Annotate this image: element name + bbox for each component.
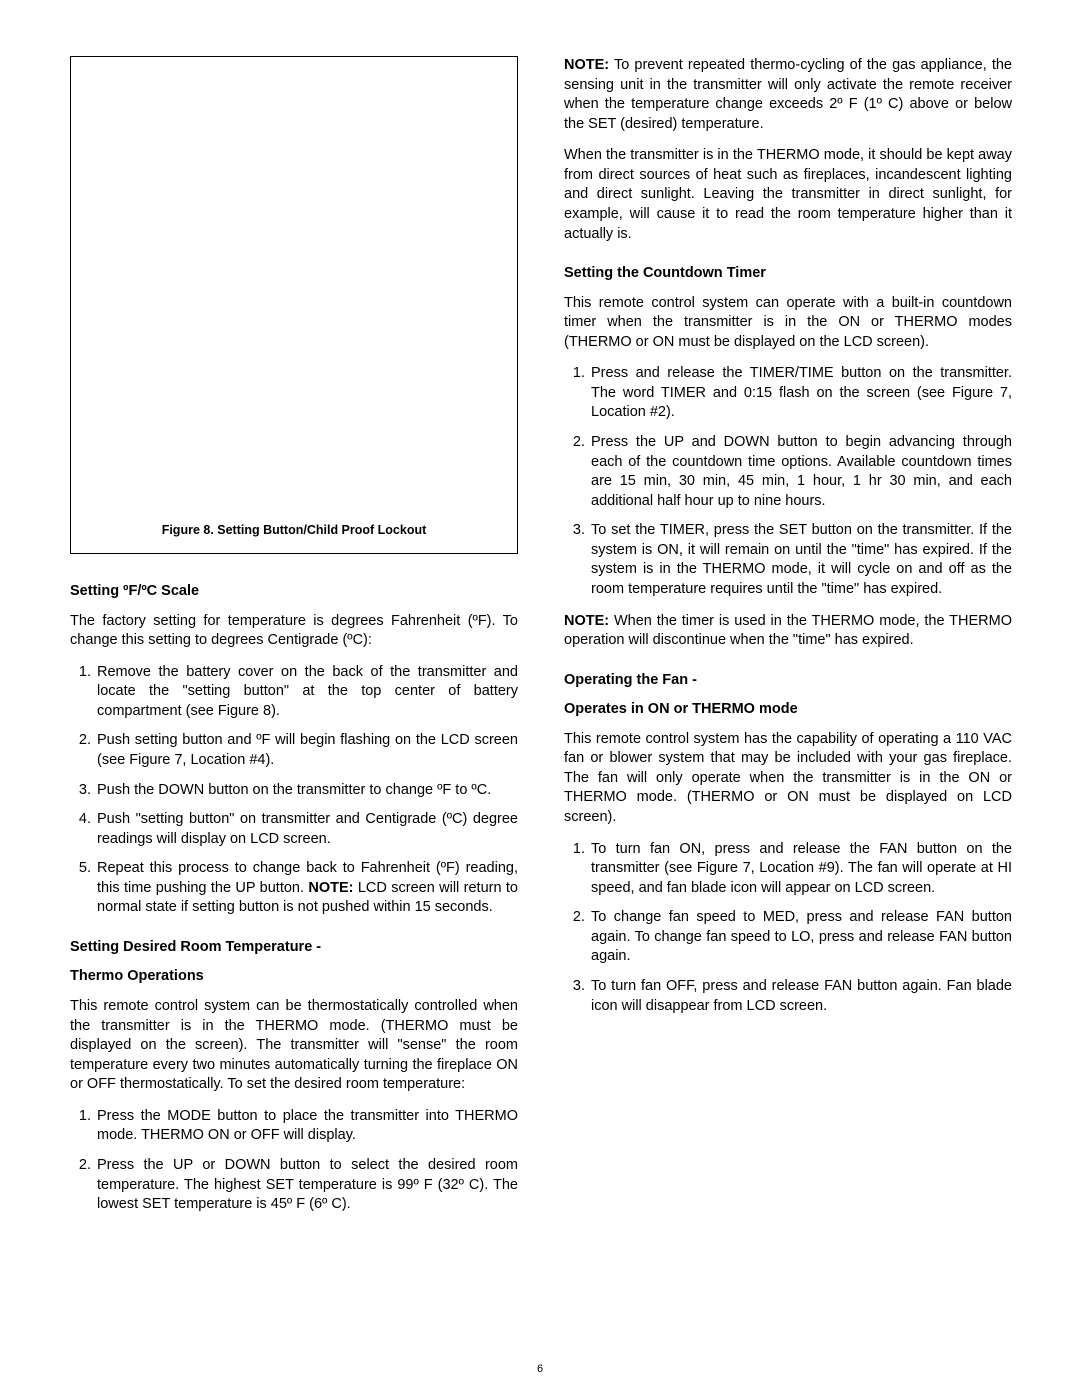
figure-8-box: Figure 8. Setting Button/Child Proof Loc…	[70, 56, 518, 554]
note-label: NOTE:	[308, 880, 353, 896]
list-item: Repeat this process to change back to Fa…	[95, 859, 518, 918]
note-1-body: To prevent repeated thermo-cycling of th…	[564, 57, 1012, 132]
left-column: Figure 8. Setting Button/Child Proof Loc…	[70, 56, 518, 1227]
heading-thermo-1: Setting Desired Room Temperature -	[70, 938, 518, 958]
note-2: NOTE: When the timer is used in the THER…	[564, 612, 1012, 651]
list-item: To turn fan OFF, press and release FAN b…	[589, 977, 1012, 1016]
list-item: Press the UP or DOWN button to select th…	[95, 1156, 518, 1215]
note-2-body: When the timer is used in the THERMO mod…	[564, 613, 1012, 649]
scale-steps-list: Remove the battery cover on the back of …	[70, 663, 518, 918]
heading-thermo-2: Thermo Operations	[70, 967, 518, 987]
heading-fan-2: Operates in ON or THERMO mode	[564, 700, 1012, 720]
right-column: NOTE: To prevent repeated thermo-cycling…	[564, 56, 1012, 1227]
thermo-intro: This remote control system can be thermo…	[70, 997, 518, 1095]
note-1: NOTE: To prevent repeated thermo-cycling…	[564, 56, 1012, 134]
list-item: To turn fan ON, press and release the FA…	[589, 840, 1012, 899]
list-item: Push the DOWN button on the transmitter …	[95, 781, 518, 801]
fan-steps-list: To turn fan ON, press and release the FA…	[564, 840, 1012, 1017]
list-item: Push "setting button" on transmitter and…	[95, 810, 518, 849]
note-label: NOTE:	[564, 613, 609, 629]
timer-intro: This remote control system can operate w…	[564, 294, 1012, 353]
list-item: To change fan speed to MED, press and re…	[589, 908, 1012, 967]
heading-scale: Setting ºF/ºC Scale	[70, 582, 518, 602]
page-number: 6	[0, 1362, 1080, 1377]
timer-steps-list: Press and release the TIMER/TIME button …	[564, 364, 1012, 599]
scale-intro: The factory setting for temperature is d…	[70, 612, 518, 651]
heading-timer: Setting the Countdown Timer	[564, 264, 1012, 284]
list-item: Press the UP and DOWN button to begin ad…	[589, 433, 1012, 511]
list-item: To set the TIMER, press the SET button o…	[589, 521, 1012, 599]
fan-intro: This remote control system has the capab…	[564, 730, 1012, 828]
list-item: Press and release the TIMER/TIME button …	[589, 364, 1012, 423]
thermo-warning: When the transmitter is in the THERMO mo…	[564, 146, 1012, 244]
note-label: NOTE:	[564, 57, 609, 73]
list-item: Push setting button and ºF will begin fl…	[95, 731, 518, 770]
heading-fan-1: Operating the Fan -	[564, 671, 1012, 691]
thermo-steps-list: Press the MODE button to place the trans…	[70, 1107, 518, 1215]
list-item: Press the MODE button to place the trans…	[95, 1107, 518, 1146]
figure-8-caption: Figure 8. Setting Button/Child Proof Loc…	[71, 522, 517, 539]
two-column-layout: Figure 8. Setting Button/Child Proof Loc…	[70, 56, 1012, 1227]
page: Figure 8. Setting Button/Child Proof Loc…	[0, 0, 1080, 1397]
list-item: Remove the battery cover on the back of …	[95, 663, 518, 722]
